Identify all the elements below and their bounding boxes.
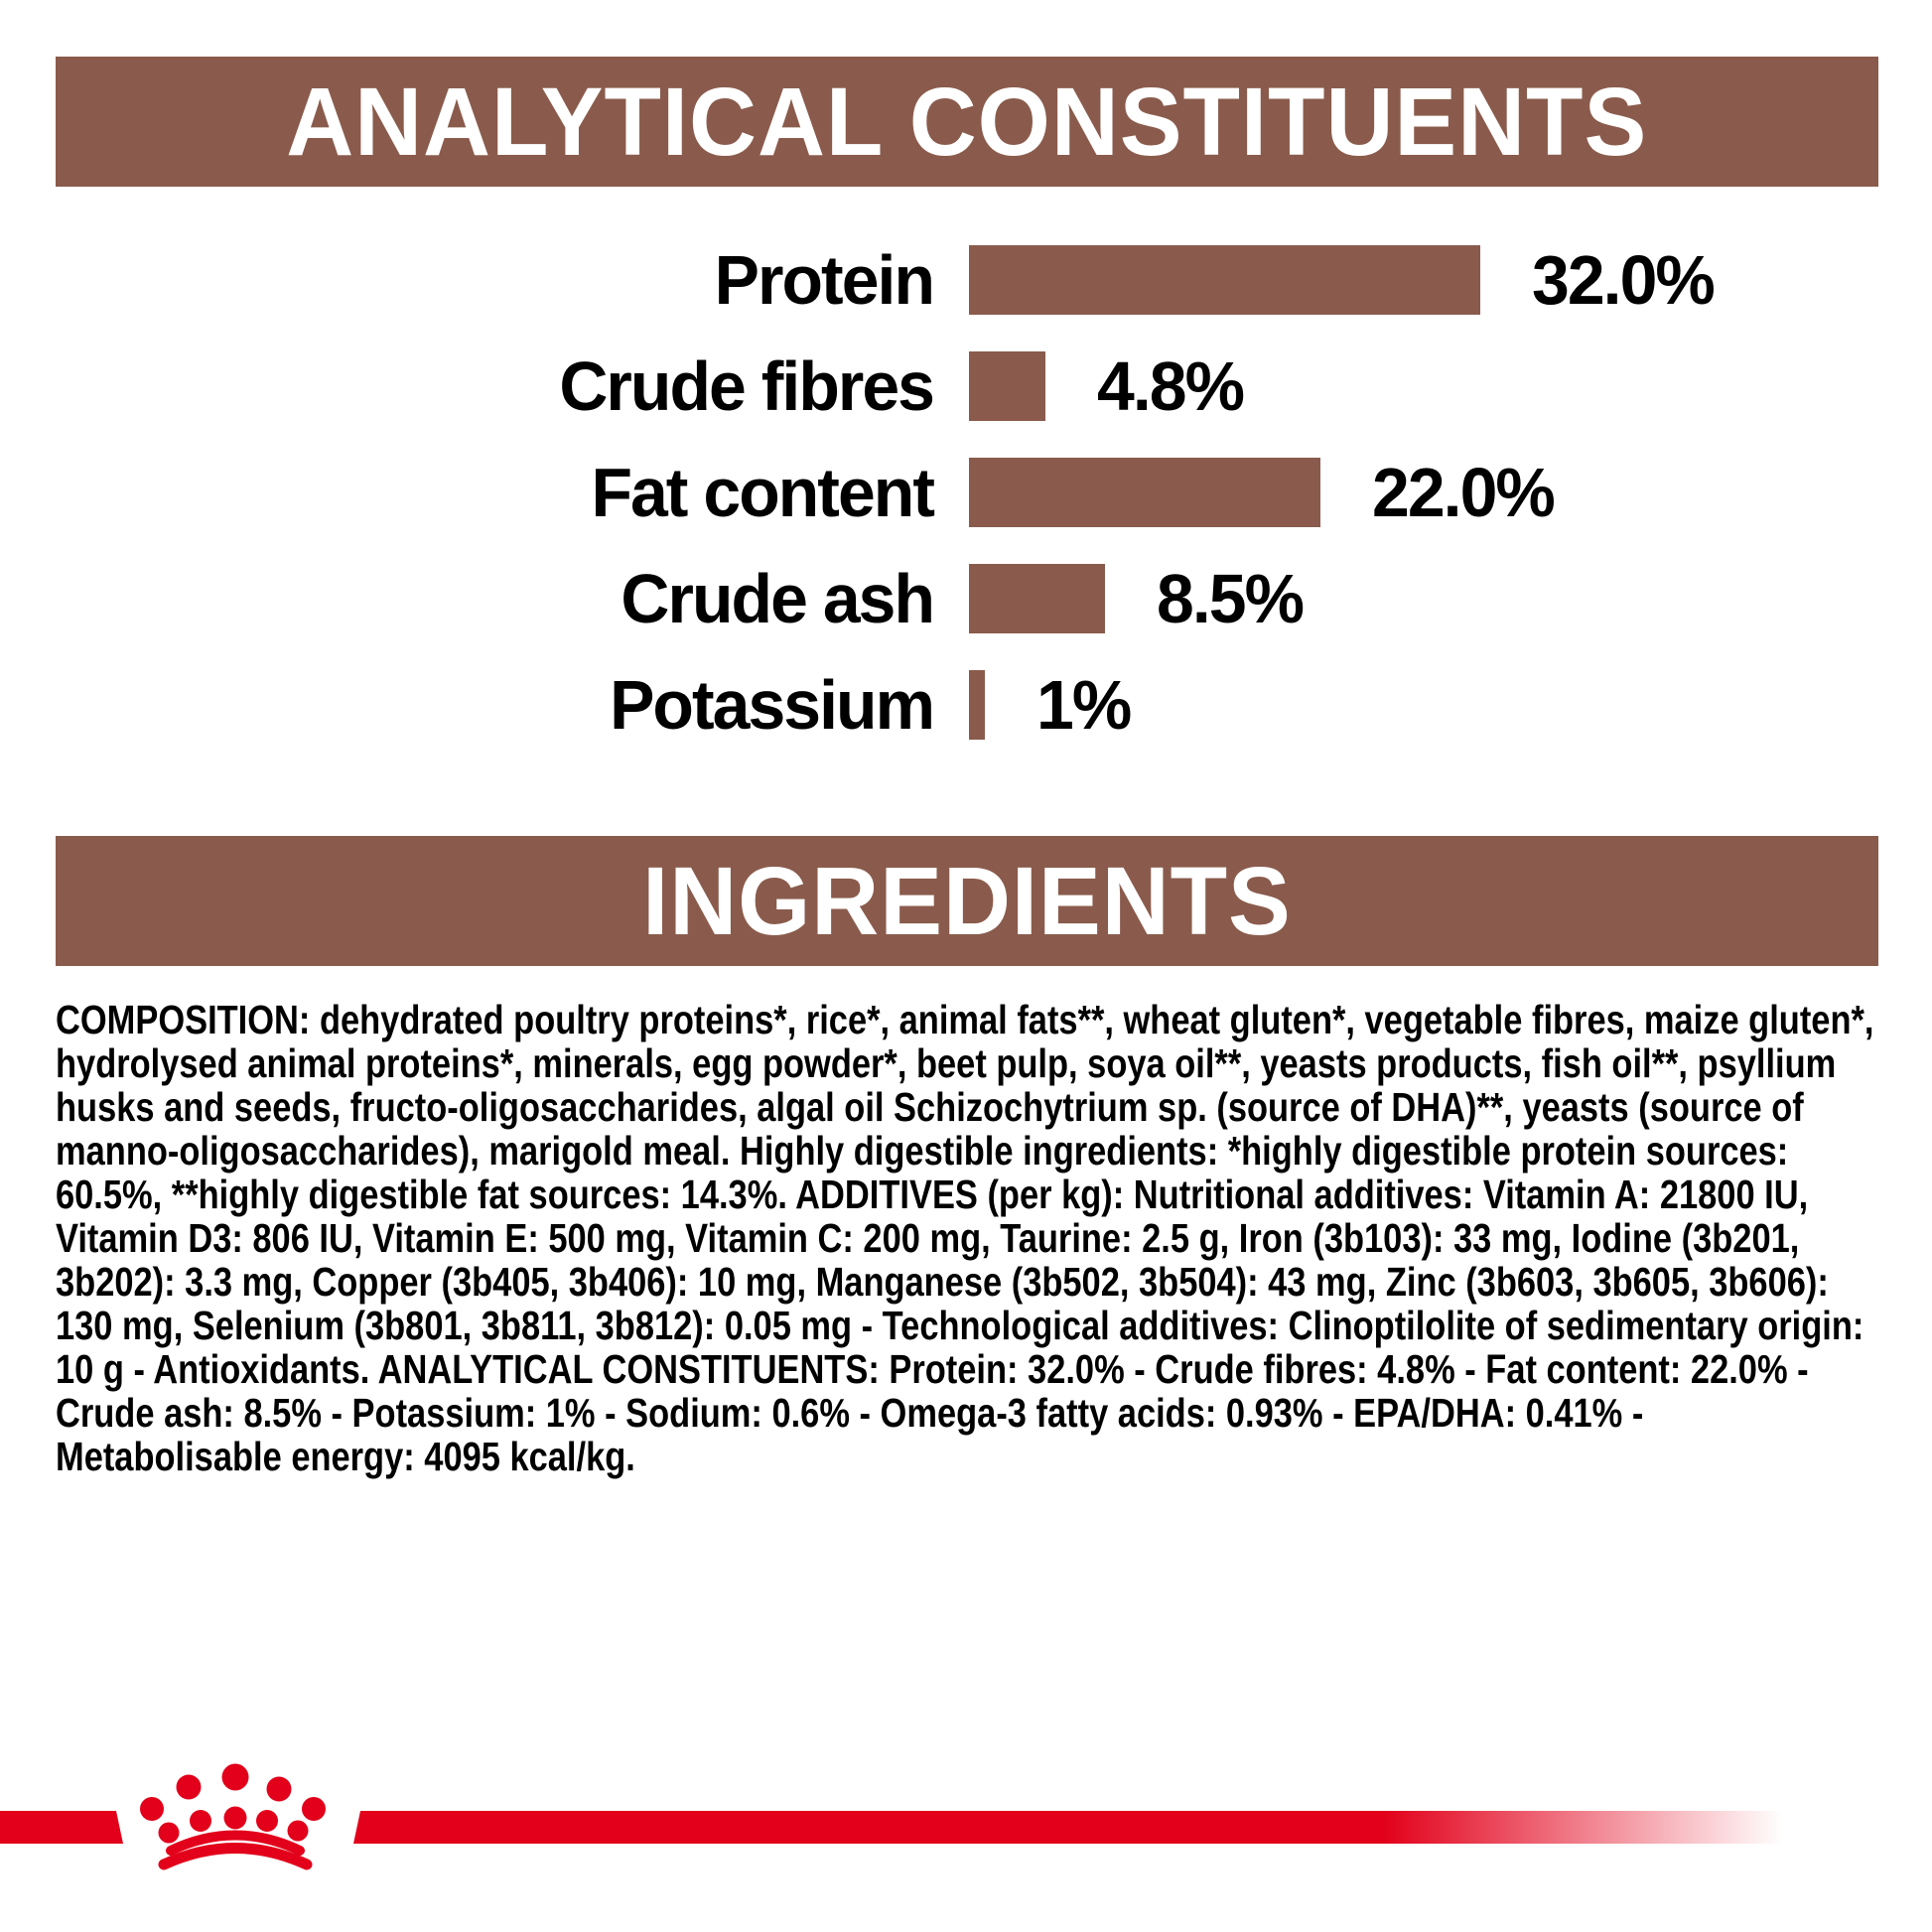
chart-row: Crude fibres 4.8% [0,333,1932,439]
analytical-constituents-title: ANALYTICAL CONSTITUENTS [286,67,1648,176]
analytical-constituents-bar-chart: Protein 32.0% Crude fibres 4.8% Fat content 2… [0,226,1932,758]
chart-bar [969,350,1045,421]
chart-row: Protein 32.0% [0,226,1932,333]
royal-canin-crown-icon [140,1763,326,1870]
chart-bar [969,244,1480,315]
chart-value-label: 32.0% [1532,240,1716,319]
chart-row: Crude ash 8.5% [0,545,1932,651]
red-stripe-right [353,1811,1783,1844]
ingredients-banner: INGREDIENTS [56,836,1878,966]
ingredients-title: INGREDIENTS [642,846,1292,955]
chart-value-label: 4.8% [1097,346,1245,425]
chart-value-label: 22.0% [1372,453,1556,531]
chart-row: Potassium 1% [0,651,1932,758]
chart-category-label: Fat content [591,453,935,531]
chart-value-label: 8.5% [1157,559,1305,637]
chart-category-label: Protein [714,240,935,319]
chart-category-label: Potassium [610,665,935,744]
chart-value-label: 1% [1036,665,1132,744]
composition-text: COMPOSITION: dehydrated poultry proteins… [56,997,1874,1479]
chart-category-label: Crude fibres [559,346,935,425]
analytical-constituents-banner: ANALYTICAL CONSTITUENTS [56,57,1878,187]
chart-row: Fat content 22.0% [0,439,1932,545]
composition-paragraph: COMPOSITION: dehydrated poultry proteins… [56,998,1878,1478]
chart-bar [969,669,985,740]
brand-footer [0,1757,1932,1896]
chart-category-label: Crude ash [621,559,935,637]
chart-bar [969,563,1105,633]
chart-bar [969,457,1320,527]
red-stripe-left [0,1811,123,1844]
